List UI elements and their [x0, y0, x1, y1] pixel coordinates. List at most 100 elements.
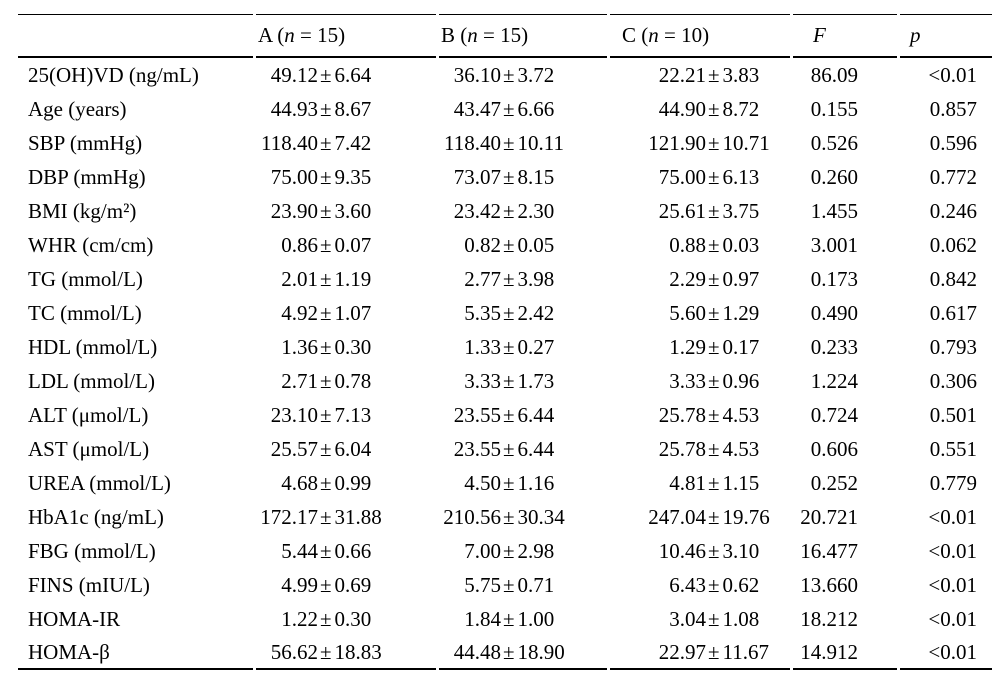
- plus-minus: ±: [320, 62, 332, 87]
- mean-value: 1.33: [464, 334, 501, 359]
- value-b: 4.50 ±1.16: [439, 466, 607, 500]
- mean-value: 247.04: [648, 504, 706, 529]
- sd-value: 9.35: [334, 164, 372, 189]
- group-b-count: 15: [500, 23, 522, 47]
- plus-minus: ±: [708, 436, 720, 461]
- plus-minus: ±: [708, 606, 720, 631]
- f-value: 0.526: [810, 130, 858, 155]
- p-value: 0.246: [929, 198, 977, 223]
- group-c-suffix: ): [702, 23, 710, 47]
- p-value: <0.01: [928, 572, 977, 597]
- f-value: 0.252: [810, 470, 858, 495]
- mean-value: 75.00: [658, 164, 706, 189]
- value-a: 2.71 ±0.78: [256, 364, 436, 398]
- value-a: 75.00 ±9.35: [256, 160, 436, 194]
- plus-minus: ±: [708, 198, 720, 223]
- value-a: 49.12 ±6.64: [256, 58, 436, 92]
- plus-minus: ±: [320, 368, 332, 393]
- mean-value: 1.22: [281, 606, 318, 631]
- sd-value: 8.72: [722, 96, 760, 121]
- sd-value: 1.08: [722, 606, 760, 631]
- group-c-n-symbol: n: [648, 23, 659, 47]
- f-value: 0.155: [810, 96, 858, 121]
- f-value: 3.001: [810, 232, 858, 257]
- table-row: TG (mmol/L) 2.01 ±1.19 2.77 ±3.98 2.29 ±0.9…: [18, 262, 992, 296]
- table-row: ALT (μmol/L) 23.10 ±7.13 23.55 ±6.44 25.78…: [18, 398, 992, 432]
- sd-value: 0.62: [722, 572, 760, 597]
- p-value: 0.857: [929, 96, 977, 121]
- f-value: 86.09: [810, 62, 858, 87]
- header-group-c: C (n = 10): [610, 14, 790, 58]
- f-value: 0.724: [810, 402, 858, 427]
- row-label: HOMA-IR: [28, 606, 121, 631]
- mean-value: 22.97: [658, 639, 706, 664]
- value-c: 5.60 ±1.29: [610, 296, 790, 330]
- value-b: 2.77 ±3.98: [439, 262, 607, 296]
- plus-minus: ±: [503, 266, 515, 291]
- sd-value: 6.44: [517, 402, 555, 427]
- header-group-b: B (n = 15): [439, 14, 607, 58]
- plus-minus: ±: [320, 606, 332, 631]
- sd-value: 6.64: [334, 62, 372, 87]
- sd-value: 3.75: [722, 198, 760, 223]
- value-b: 0.82 ±0.05: [439, 228, 607, 262]
- sd-value: 11.67: [722, 639, 770, 664]
- plus-minus: ±: [503, 402, 515, 427]
- group-c-prefix: C (: [622, 23, 649, 47]
- group-c-count: 10: [681, 23, 703, 47]
- row-label: FBG (mmol/L): [28, 538, 156, 563]
- sd-value: 31.88: [334, 504, 382, 529]
- p-value: 0.306: [929, 368, 977, 393]
- mean-value: 23.10: [270, 402, 318, 427]
- plus-minus: ±: [503, 300, 515, 325]
- mean-value: 2.29: [669, 266, 706, 291]
- plus-minus: ±: [320, 96, 332, 121]
- mean-value: 172.17: [260, 504, 318, 529]
- sd-value: 0.03: [722, 232, 760, 257]
- sd-value: 0.05: [517, 232, 555, 257]
- header-f-statistic: F: [793, 14, 897, 58]
- value-a: 4.68 ±0.99: [256, 466, 436, 500]
- mean-value: 22.21: [658, 62, 706, 87]
- plus-minus: ±: [503, 470, 515, 495]
- row-label: TG (mmol/L): [28, 266, 143, 291]
- mean-value: 4.81: [669, 470, 706, 495]
- mean-value: 7.00: [464, 538, 501, 563]
- p-value: 0.062: [929, 232, 977, 257]
- f-value: 0.490: [810, 300, 858, 325]
- plus-minus: ±: [708, 402, 720, 427]
- plus-minus: ±: [320, 504, 332, 529]
- mean-value: 5.44: [281, 538, 318, 563]
- plus-minus: ±: [708, 232, 720, 257]
- value-c: 4.81 ±1.15: [610, 466, 790, 500]
- plus-minus: ±: [320, 538, 332, 563]
- table-row: UREA (mmol/L) 4.68 ±0.99 4.50 ±1.16 4.81 ±1…: [18, 466, 992, 500]
- table-row: TC (mmol/L) 4.92 ±1.07 5.35 ±2.42 5.60 ±1.2…: [18, 296, 992, 330]
- mean-value: 10.46: [658, 538, 706, 563]
- value-a: 56.62 ±18.83: [256, 636, 436, 670]
- f-value: 14.912: [793, 636, 897, 670]
- mean-value: 73.07: [453, 164, 501, 189]
- plus-minus: ±: [708, 96, 720, 121]
- plus-minus: ±: [503, 164, 515, 189]
- group-b-suffix: ): [521, 23, 529, 47]
- plus-minus: ±: [320, 130, 332, 155]
- table-row: HOMA-β 56.62 ±18.83 44.48 ±18.90 22.97 ±11.…: [18, 636, 992, 670]
- value-a: 4.99 ±0.69: [256, 568, 436, 602]
- mean-value: 25.57: [270, 436, 318, 461]
- p-value: 0.551: [929, 436, 977, 461]
- plus-minus: ±: [503, 368, 515, 393]
- p-value: <0.01: [900, 636, 992, 670]
- p-value: 0.793: [929, 334, 977, 359]
- value-b: 44.48 ±18.90: [439, 636, 607, 670]
- plus-minus: ±: [503, 606, 515, 631]
- sd-value: 10.11: [517, 130, 565, 155]
- mean-value: 2.01: [281, 266, 318, 291]
- mean-value: 23.55: [453, 436, 501, 461]
- mean-value: 2.71: [281, 368, 318, 393]
- value-a: 44.93 ±8.67: [256, 92, 436, 126]
- p-value: 0.596: [929, 130, 977, 155]
- value-b: 118.40 ±10.11: [439, 126, 607, 160]
- mean-value: 1.84: [464, 606, 501, 631]
